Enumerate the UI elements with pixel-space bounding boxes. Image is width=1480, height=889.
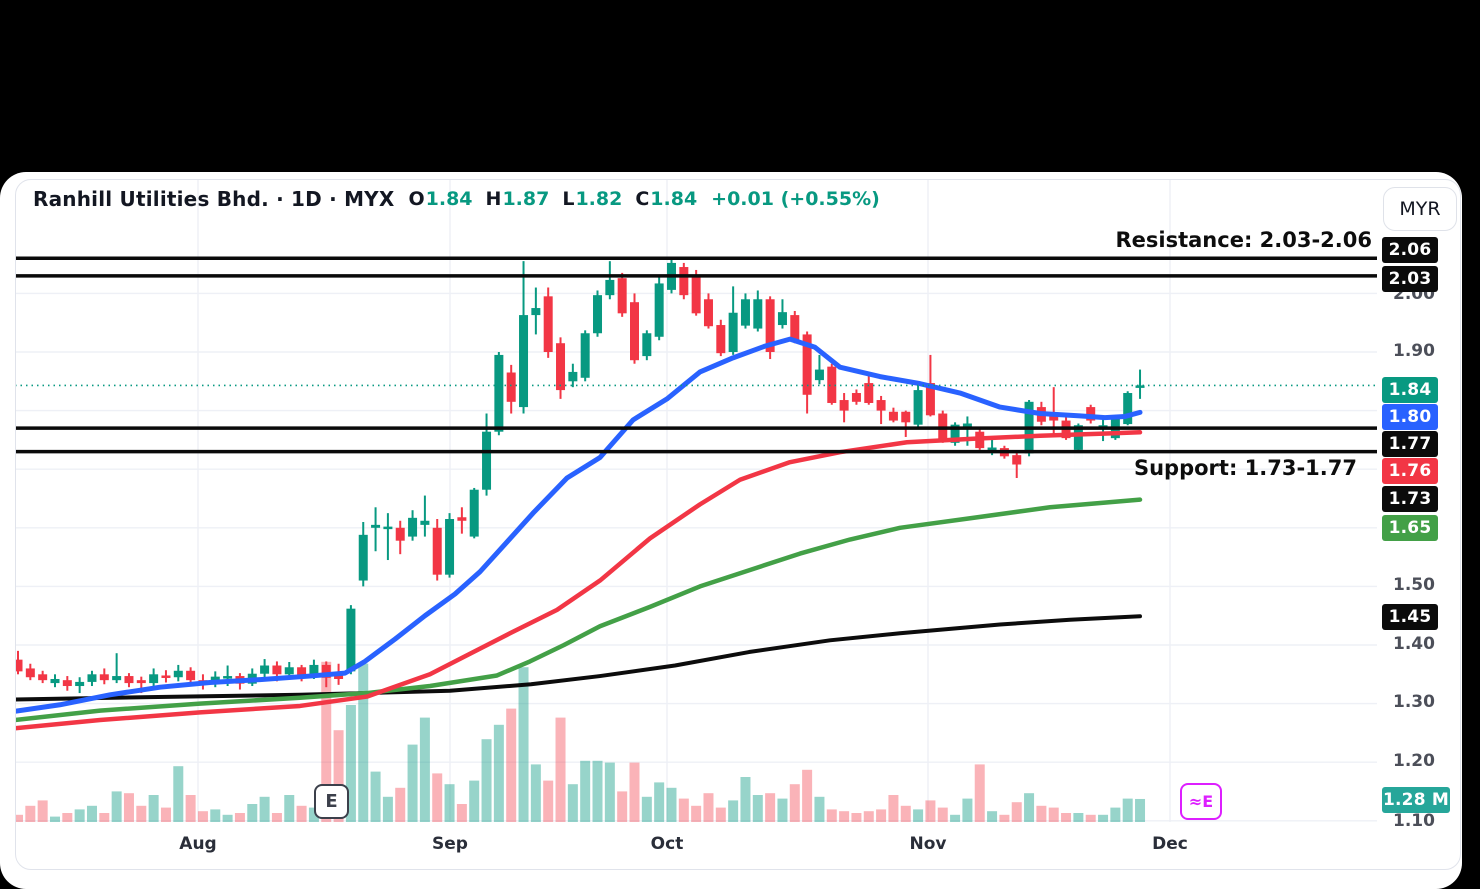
time-axis-label: Oct — [650, 834, 684, 854]
price-tag: 1.65 — [1382, 515, 1438, 541]
chart-header: Ranhill Utilities Bhd. · 1D · MYX O 1.84 … — [33, 184, 880, 214]
price-tick: 1.30 — [1393, 692, 1435, 712]
volume-bars — [15, 661, 1146, 822]
ma200-line — [15, 614, 1142, 702]
time-axis-label: Nov — [909, 834, 947, 854]
support-annotation: Support: 1.73-1.77 — [1133, 456, 1357, 480]
high-value: 1.87 — [502, 188, 550, 210]
upcoming-earnings-badge[interactable]: ≈E — [1180, 783, 1222, 820]
price-tick: 1.10 — [1393, 811, 1435, 831]
price-tag: 1.80 — [1382, 404, 1438, 430]
symbol-title: Ranhill Utilities Bhd. · 1D · MYX — [33, 187, 395, 211]
chart-card: Ranhill Utilities Bhd. · 1D · MYX O 1.84 … — [0, 172, 1462, 889]
price-tick: 1.50 — [1393, 575, 1435, 595]
open-label: O — [408, 188, 425, 210]
candlesticks — [15, 258, 1145, 694]
price-tag: 1.77 — [1382, 431, 1438, 457]
close-value: 1.84 — [650, 188, 698, 210]
low-label: L — [562, 188, 575, 210]
resistance-annotation: Resistance: 2.03-2.06 — [1115, 228, 1372, 252]
price-tag: 1.73 — [1382, 486, 1438, 512]
price-tag: 2.03 — [1382, 266, 1438, 292]
time-axis-label: Aug — [179, 834, 217, 854]
change-value: +0.01 (+0.55%) — [711, 188, 880, 210]
open-value: 1.84 — [425, 188, 473, 210]
ohlc-values: O 1.84 H 1.87 L 1.82 C 1.84 — [408, 188, 697, 210]
time-axis-label: Sep — [432, 834, 468, 854]
price-tag: 1.84 — [1382, 377, 1438, 403]
level-lines — [15, 256, 1377, 454]
low-value: 1.82 — [575, 188, 623, 210]
currency-button[interactable]: MYR — [1383, 187, 1457, 231]
chart-canvas[interactable] — [0, 172, 1462, 889]
earnings-badge[interactable]: E — [314, 784, 349, 819]
price-tick: 1.90 — [1393, 341, 1435, 361]
price-tag: 1.76 — [1382, 458, 1438, 484]
price-tick: 1.20 — [1393, 751, 1435, 771]
price-tag: 1.28 M — [1382, 787, 1450, 813]
high-label: H — [485, 188, 502, 210]
close-label: C — [635, 188, 650, 210]
price-tag: 1.45 — [1382, 604, 1438, 630]
price-tag: 2.06 — [1382, 237, 1438, 263]
ma20-line — [15, 336, 1143, 714]
ma100-line — [15, 497, 1143, 723]
ma50-line — [15, 430, 1143, 731]
time-axis-label: Dec — [1152, 834, 1188, 854]
price-tick: 1.40 — [1393, 634, 1435, 654]
